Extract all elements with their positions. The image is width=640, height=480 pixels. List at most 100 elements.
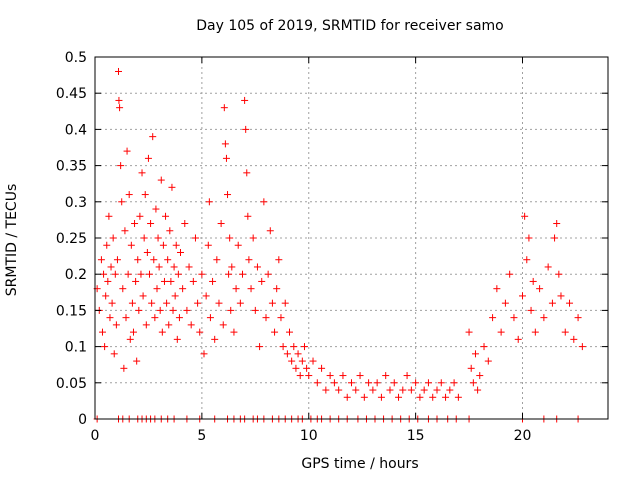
- data-point: [519, 292, 526, 300]
- data-point: [124, 270, 132, 278]
- data-point: [191, 234, 199, 242]
- data-point: [305, 372, 313, 380]
- data-point: [365, 379, 373, 387]
- data-point: [476, 372, 484, 380]
- data-point: [163, 299, 171, 307]
- data-point: [465, 328, 473, 336]
- data-point: [373, 379, 381, 387]
- data-point: [244, 212, 252, 220]
- data-point: [189, 277, 197, 285]
- data-point: [213, 256, 221, 264]
- data-point: [153, 285, 161, 293]
- data-point: [234, 241, 242, 249]
- data-point: [132, 277, 140, 285]
- data-point: [141, 191, 149, 199]
- data-point: [551, 234, 559, 242]
- data-point: [536, 285, 544, 293]
- data-point: [194, 299, 202, 307]
- data-point: [179, 285, 187, 293]
- data-point: [198, 270, 206, 278]
- data-point: [146, 270, 154, 278]
- data-point: [377, 393, 385, 401]
- data-point: [523, 256, 531, 264]
- x-tick-label: 20: [514, 428, 532, 444]
- data-point: [144, 154, 152, 162]
- data-point: [437, 379, 445, 387]
- data-point: [123, 147, 131, 155]
- data-point: [151, 314, 159, 322]
- data-point: [266, 227, 274, 235]
- data-point: [101, 343, 109, 351]
- data-point: [147, 220, 155, 228]
- y-tick-label: 0.05: [56, 376, 87, 392]
- data-point: [262, 314, 270, 322]
- data-point: [286, 328, 294, 336]
- data-point: [253, 263, 261, 271]
- data-point: [117, 162, 125, 170]
- data-point: [326, 372, 334, 380]
- data-point: [429, 393, 437, 401]
- data-point: [112, 321, 120, 329]
- data-point: [107, 263, 115, 271]
- data-point: [196, 328, 204, 336]
- data-point: [525, 234, 533, 242]
- data-point: [175, 314, 183, 322]
- data-point: [322, 386, 330, 394]
- data-point: [247, 285, 255, 293]
- data-point: [165, 321, 173, 329]
- data-point: [162, 212, 170, 220]
- data-point: [221, 140, 229, 148]
- data-point: [238, 270, 246, 278]
- y-tick-label: 0.1: [65, 340, 87, 356]
- x-axis-label: GPS time / hours: [301, 456, 419, 472]
- data-point: [382, 372, 390, 380]
- data-point: [217, 220, 225, 228]
- x-tick-label: 15: [407, 428, 425, 444]
- data-point: [127, 241, 135, 249]
- data-point: [386, 386, 394, 394]
- data-point: [318, 364, 326, 372]
- data-point: [183, 306, 191, 314]
- data-point: [105, 212, 113, 220]
- data-point: [343, 393, 351, 401]
- data-point: [242, 125, 250, 133]
- data-point: [159, 241, 167, 249]
- data-point: [160, 277, 168, 285]
- data-point: [204, 241, 212, 249]
- data-point: [531, 328, 539, 336]
- data-point: [298, 357, 306, 365]
- data-point: [110, 350, 118, 358]
- data-point: [442, 393, 450, 401]
- data-point: [279, 343, 287, 351]
- data-point: [138, 169, 146, 177]
- data-point: [339, 372, 347, 380]
- data-point: [501, 299, 509, 307]
- data-point: [156, 306, 164, 314]
- data-point: [474, 386, 482, 394]
- data-point: [471, 350, 479, 358]
- data-point: [309, 357, 317, 365]
- data-point: [540, 314, 548, 322]
- data-point: [493, 285, 501, 293]
- data-point: [497, 328, 505, 336]
- data-point: [420, 386, 428, 394]
- data-point: [330, 379, 338, 387]
- data-point: [356, 372, 364, 380]
- data-point: [185, 263, 193, 271]
- data-point: [570, 335, 578, 343]
- data-point: [249, 234, 257, 242]
- data-point: [120, 364, 128, 372]
- data-point: [125, 191, 133, 199]
- data-point: [121, 227, 129, 235]
- data-point: [480, 343, 488, 351]
- data-point: [142, 321, 150, 329]
- data-point: [134, 256, 142, 264]
- data-point: [484, 357, 492, 365]
- data-point: [115, 96, 123, 104]
- data-point: [149, 133, 157, 141]
- data-point: [170, 263, 178, 271]
- data-point: [150, 256, 158, 264]
- chart-title: Day 105 of 2019, SRMTID for receiver sam…: [196, 18, 504, 34]
- data-point: [454, 393, 462, 401]
- data-point: [209, 277, 217, 285]
